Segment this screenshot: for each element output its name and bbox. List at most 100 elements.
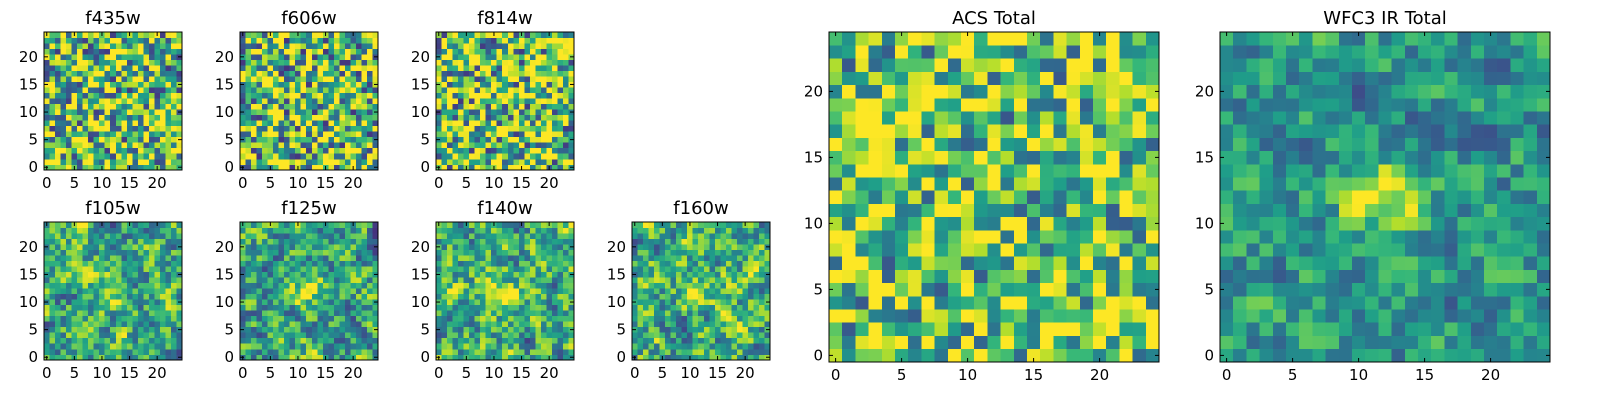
heatmap-cell (262, 326, 268, 333)
heatmap-cell (562, 65, 569, 71)
heatmap-cell (546, 244, 553, 250)
heatmap-cell (463, 54, 470, 60)
heatmap-cell (665, 310, 671, 317)
heatmap-cell (441, 337, 448, 344)
heatmap-cell (551, 87, 558, 94)
heatmap-cell (154, 255, 161, 261)
heatmap-cell (121, 114, 128, 121)
heatmap-cell (104, 299, 111, 306)
heatmap-cell (88, 65, 94, 71)
heatmap-cell (720, 266, 727, 272)
heatmap-cell (458, 260, 464, 267)
heatmap-cell (366, 244, 373, 250)
heatmap-cell (165, 315, 172, 322)
heatmap-cell (1013, 203, 1028, 218)
heatmap-cell (1132, 216, 1147, 231)
heatmap-cell (55, 109, 61, 116)
heatmap-cell (289, 260, 296, 267)
heatmap-cell (154, 70, 161, 77)
heatmap-cell (267, 158, 274, 165)
heatmap-cell (546, 37, 553, 44)
heatmap-cell (562, 136, 569, 143)
heatmap-cell (344, 92, 351, 99)
heatmap-cell (469, 32, 475, 38)
heatmap-cell (110, 59, 117, 66)
heatmap-cell (322, 37, 329, 44)
heatmap-cell (568, 32, 575, 38)
heatmap-cell (764, 293, 771, 300)
heatmap-cell (974, 243, 988, 257)
heatmap-cell (355, 54, 362, 60)
heatmap-cell (361, 271, 368, 278)
heatmap-cell (143, 59, 150, 66)
heatmap-cell (480, 70, 486, 77)
heatmap-cell (245, 227, 252, 234)
heatmap-cell (436, 277, 442, 284)
heatmap-cell (82, 266, 89, 272)
heatmap-cell (725, 293, 732, 300)
heatmap-cell (339, 277, 346, 284)
heatmap-cell (317, 260, 324, 267)
heatmap-cell (1040, 177, 1054, 191)
heatmap-cell (474, 76, 481, 82)
heatmap-cell (176, 43, 183, 49)
heatmap-cell (77, 54, 83, 60)
heatmap-cell (485, 120, 492, 127)
heatmap-cell (159, 48, 166, 55)
heatmap-cell (121, 288, 128, 295)
heatmap-cell (665, 293, 671, 300)
heatmap-cell (518, 81, 525, 88)
heatmap-cell (557, 266, 564, 272)
heatmap-cell (502, 332, 509, 339)
heatmap-cell (961, 296, 975, 310)
heatmap-cell (289, 266, 296, 272)
heatmap-cell (267, 131, 274, 138)
heatmap-cell (921, 256, 935, 270)
heatmap-cell (137, 271, 144, 278)
heatmap-cell (480, 120, 486, 127)
heatmap-cell (540, 321, 547, 328)
heatmap-cell (262, 310, 268, 317)
heatmap-cell (469, 125, 475, 132)
heatmap-cell (557, 103, 564, 110)
heatmap-cell (165, 81, 172, 88)
heatmap-cell (441, 332, 448, 339)
heatmap-cell (485, 249, 492, 256)
heatmap-cell (295, 59, 302, 66)
heatmap-cell (557, 114, 564, 121)
heatmap-cell (328, 315, 335, 322)
heatmap-cell (513, 293, 520, 300)
heatmap-cell (474, 337, 481, 344)
heatmap-cell (339, 288, 346, 295)
heatmap-cell (71, 65, 78, 71)
heatmap-cell (55, 65, 61, 71)
heatmap-cell (82, 153, 89, 160)
heatmap-cell (278, 48, 285, 55)
heatmap-cell (311, 136, 318, 143)
heatmap-cell (908, 190, 922, 204)
heatmap-cell (1106, 309, 1120, 323)
heatmap-cell (524, 147, 531, 154)
heatmap-cell (551, 147, 558, 154)
x-tick-label: 10 (288, 174, 307, 192)
heatmap-cell (513, 48, 520, 55)
heatmap-cell (670, 260, 677, 267)
heatmap-cell (251, 98, 257, 105)
heatmap-cell (518, 125, 525, 132)
heatmap-cell (518, 321, 525, 328)
heatmap-cell (557, 37, 564, 44)
heatmap-cell (485, 315, 492, 322)
heatmap-cell (908, 177, 922, 191)
heatmap-cell (317, 288, 324, 295)
heatmap-cell (355, 293, 362, 300)
heatmap-cell (245, 249, 252, 256)
heatmap-cell (513, 136, 520, 143)
heatmap-cell (273, 164, 279, 171)
heatmap-cell (278, 304, 285, 311)
heatmap-cell (665, 343, 671, 350)
heatmap-cell (535, 164, 542, 171)
heatmap-cell (496, 92, 503, 99)
heatmap-cell (240, 65, 246, 71)
heatmap-cell (300, 332, 307, 339)
heatmap-cell (447, 304, 453, 311)
